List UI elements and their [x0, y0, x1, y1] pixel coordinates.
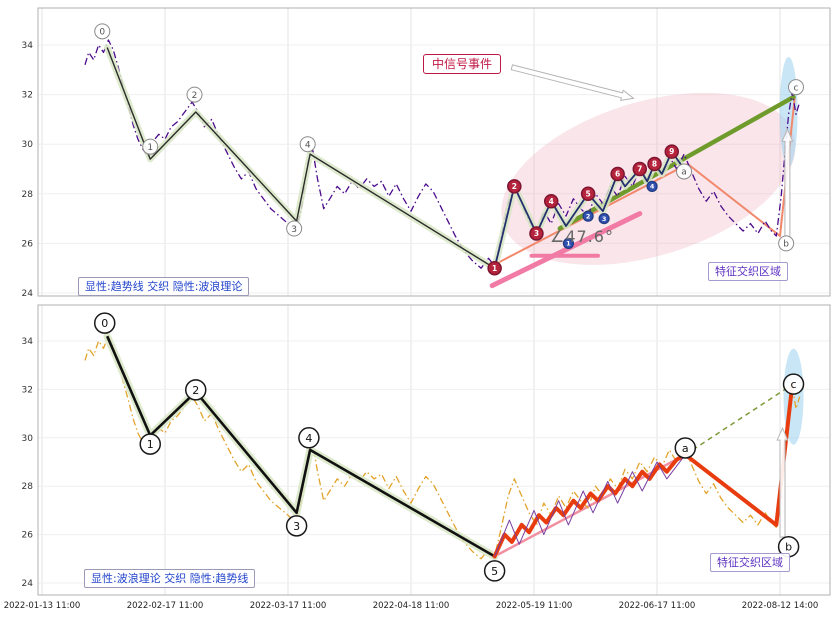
y-tick-label: 28 [22, 482, 34, 492]
wave-label-circle [676, 163, 693, 180]
signal-marker-blue-label: 3 [602, 215, 607, 223]
signal-marker-red [632, 161, 648, 177]
up-arrow-bottom [776, 426, 789, 538]
bottom-legend-label: 显性:波浪理论 交织 隐性:趋势线 [84, 569, 256, 588]
signal-marker-blue [646, 180, 658, 192]
x-tick-label: 2022-01-13 11:00 [4, 601, 81, 611]
wave-label-text: 1 [147, 438, 154, 451]
bottom-feature-region-label: 特征交织区域 [710, 553, 790, 572]
signal-marker-red [543, 193, 559, 209]
signal-marker-red-label: 8 [652, 160, 657, 169]
top-legend-label: 显性:趋势线 交织 隐性:波浪理论 [78, 277, 250, 296]
impulse-red-wave [492, 382, 795, 559]
signal-marker-red [529, 226, 544, 241]
wave-label-text: a [682, 442, 689, 455]
up-arrow-top [781, 128, 794, 242]
wave-label-text: 3 [291, 225, 297, 235]
wave-label-text: 4 [305, 140, 311, 150]
wave-label-text: a [681, 168, 687, 178]
signal-marker-blue [582, 210, 594, 222]
wave-label-circle [299, 136, 316, 153]
wave-label-circle [782, 373, 805, 395]
wave-label-text: 4 [305, 432, 312, 445]
signal-marker-red-label: 7 [637, 165, 642, 174]
price-line [84, 335, 801, 560]
wave-label-circle [186, 86, 203, 103]
wave-line [106, 47, 495, 269]
wave-label-circle [778, 235, 795, 252]
wave-label-text: 0 [99, 28, 105, 38]
signal-marker-red-label: 4 [549, 197, 554, 206]
wave-label-text: 1 [147, 143, 153, 153]
price-line [84, 39, 801, 269]
wave-label-circle [142, 138, 159, 155]
y-tick-label: 26 [22, 239, 34, 249]
wave-label-text: c [794, 83, 799, 93]
signal-marker-red [664, 144, 680, 159]
signal-marker-blue-label: 2 [586, 212, 591, 220]
wave-label-circle [285, 515, 308, 537]
wave-label-circle [674, 437, 697, 459]
x-tick-label: 2022-08-12 14:00 [742, 601, 819, 611]
angle-annotation: ∠47.6° [550, 227, 614, 246]
green-dashed-line [684, 383, 793, 456]
wave-label-text: c [790, 378, 796, 391]
wave-line [106, 335, 496, 558]
y-tick-label: 30 [22, 140, 34, 150]
wave-label-circle [93, 312, 116, 334]
y-tick-label: 24 [22, 289, 34, 299]
panel-border [37, 7, 831, 297]
wave-label-text: 5 [491, 565, 498, 578]
panel-border [37, 304, 831, 596]
wave-label-circle [787, 79, 804, 96]
pink-angle-hypotenuse [489, 211, 643, 289]
x-tick-label: 2022-03-17 11:00 [250, 601, 327, 611]
wave-label-text: 2 [192, 91, 198, 101]
wave-label-circle [185, 379, 207, 401]
signal-marker-red-label: 6 [615, 170, 620, 179]
y-tick-label: 30 [22, 434, 34, 444]
y-tick-label: 32 [22, 385, 33, 395]
wave-label-circle [94, 23, 111, 40]
wave-label-circle [483, 560, 506, 582]
wave-label-circle [298, 427, 320, 449]
signal-marker-red-label: 2 [512, 182, 517, 191]
signal-marker-blue-label: 1 [566, 240, 571, 248]
y-tick-label: 34 [22, 337, 34, 347]
signal-marker-red [580, 186, 596, 202]
top-feature-region-label: 特征交织区域 [708, 262, 788, 281]
signal-marker-red [507, 179, 522, 194]
wave-label-text: 3 [293, 520, 300, 533]
wave-label-circle [286, 220, 303, 237]
signal-marker-blue-label: 4 [650, 183, 655, 191]
signal-marker-red [610, 166, 625, 182]
x-tick-label: 2022-06-17 11:00 [619, 601, 696, 611]
signal-marker-red-label: 5 [586, 189, 591, 198]
signal-marker-red [487, 260, 502, 276]
signal-marker-blue [562, 237, 575, 249]
signal-event-label: 中信号事件 [423, 54, 502, 74]
wave-label-text: b [785, 541, 792, 554]
y-tick-label: 34 [22, 41, 34, 51]
wave-label-text: 2 [192, 384, 199, 397]
x-tick-label: 2022-02-17 11:00 [127, 601, 204, 611]
wave-label-circle [139, 433, 161, 455]
signal-marker-red-label: 9 [669, 147, 674, 156]
signal-marker-red [647, 156, 662, 172]
purple-weave-zigzag [494, 454, 686, 557]
y-tick-label: 28 [22, 190, 34, 200]
y-tick-label: 26 [22, 531, 34, 541]
y-tick-label: 24 [22, 579, 34, 589]
signal-arrow [510, 64, 635, 102]
signal-marker-red-label: 1 [492, 264, 497, 273]
wave-label-text: b [783, 240, 789, 250]
y-tick-label: 32 [22, 91, 33, 101]
wave-label-text: 0 [101, 317, 108, 330]
x-tick-label: 2022-04-18 11:00 [373, 601, 450, 611]
signal-marker-red-label: 3 [534, 229, 539, 238]
x-tick-label: 2022-05-19 11:00 [496, 601, 573, 611]
signal-marker-blue [598, 213, 610, 225]
